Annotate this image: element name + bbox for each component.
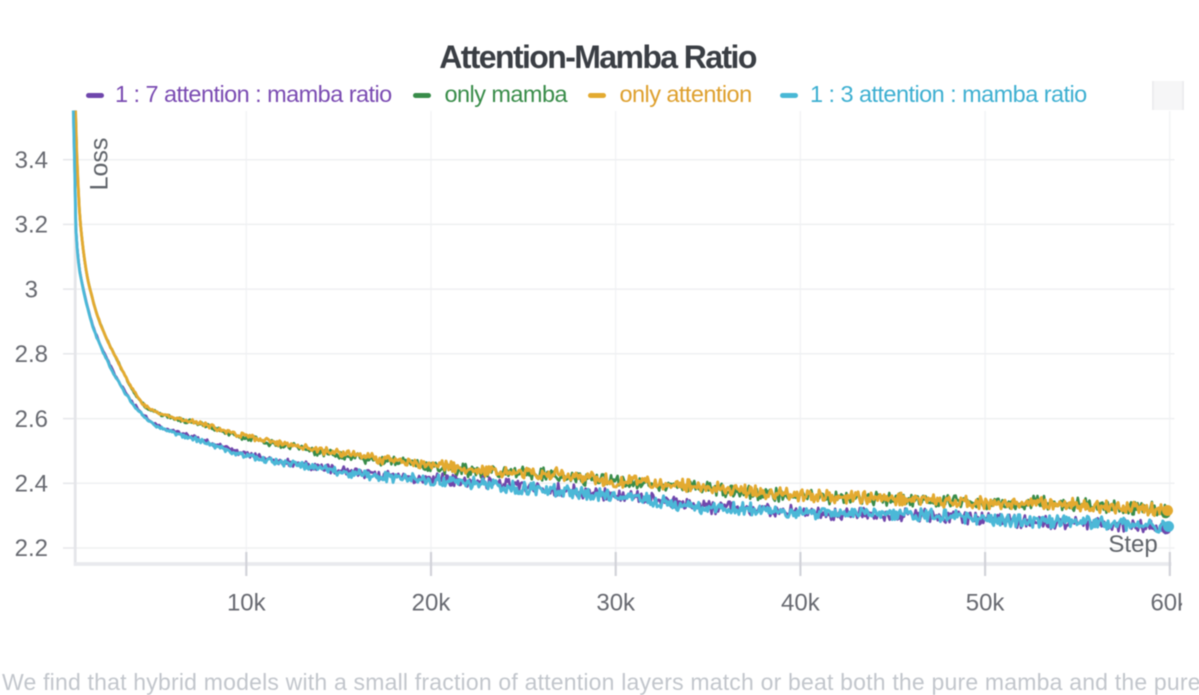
svg-text:2.4: 2.4 [15, 471, 48, 498]
svg-text:2.8: 2.8 [15, 341, 48, 368]
svg-text:2.6: 2.6 [15, 406, 48, 433]
svg-text:40k: 40k [781, 590, 821, 617]
svg-text:10k: 10k [227, 590, 267, 617]
svg-text:3.2: 3.2 [15, 212, 48, 239]
svg-text:2.2: 2.2 [15, 535, 48, 562]
svg-text:3: 3 [25, 276, 38, 303]
svg-text:50k: 50k [966, 590, 1006, 617]
svg-text:Loss: Loss [86, 138, 114, 191]
svg-text:20k: 20k [412, 590, 452, 617]
svg-text:3.4: 3.4 [15, 147, 48, 174]
svg-text:Step: Step [1108, 531, 1157, 558]
svg-text:30k: 30k [596, 590, 636, 617]
